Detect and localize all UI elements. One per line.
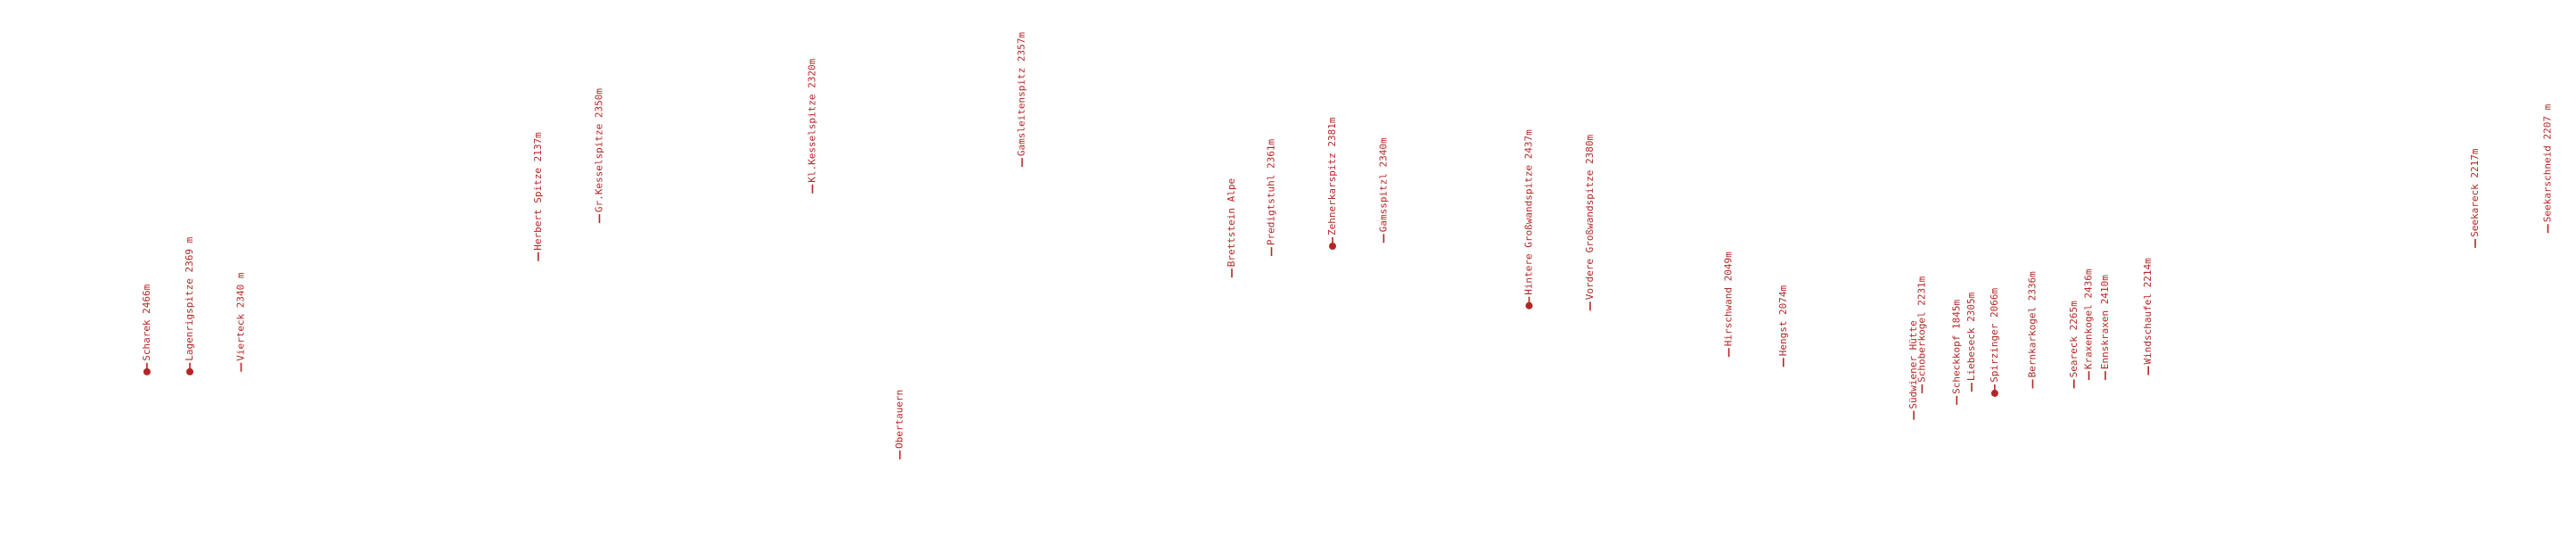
- peak-label: Spirzinger 2066m: [1989, 288, 2000, 397]
- peak-label: Lagenrigspitze 2369 m: [184, 236, 195, 376]
- peak-label: Herbert Spitze 2137m: [532, 132, 544, 261]
- peak-label: Bernkarkogel 2336m: [2027, 271, 2039, 389]
- peak-name: Scharek 2466m: [141, 284, 152, 360]
- peak-name: Spirzinger 2066m: [1989, 288, 2000, 383]
- peak-name: Gamsleitenspitz 2357m: [1016, 32, 1028, 156]
- peak-label: Schoberkogel 2231m: [1916, 276, 1927, 393]
- peak-label: Vierteck 2340 m: [235, 272, 247, 372]
- peak-name: Vordere Großwandspitze 2380m: [1584, 134, 1596, 300]
- peak-name: Hengst 2074m: [1777, 285, 1789, 356]
- peak-name: Seekareck 2217m: [2469, 148, 2481, 237]
- peak-name: Schoberkogel 2231m: [1916, 276, 1927, 383]
- peak-label: Gamsspitzl 2340m: [1377, 137, 1389, 243]
- peak-name: Seekarschneid 2207 m: [2542, 103, 2554, 222]
- peak-label: Obertauern: [894, 390, 906, 459]
- peak-label: Brettstein Alpe: [1226, 178, 1237, 278]
- peak-name: Gr.Kesselspitze 2350m: [594, 88, 605, 212]
- peak-name: Vierteck 2340 m: [235, 272, 247, 361]
- peak-name: Zehnerkarspitz 2381m: [1326, 117, 1338, 235]
- peak-name: Kl.Kesselspitze 2320m: [807, 58, 818, 182]
- peak-label: Predigtstuhl 2361m: [1266, 139, 1277, 257]
- peak-label: Windschaufel 2214m: [2142, 258, 2154, 376]
- peak-label: Liebeseck 2305m: [1965, 292, 1977, 392]
- peak-name: Predigtstuhl 2361m: [1266, 139, 1277, 246]
- peak-name: Kraxenkogel 2436m: [2083, 268, 2095, 369]
- peak-name: Seareck 2265m: [2068, 301, 2080, 377]
- peak-name: Gamsspitzl 2340m: [1377, 137, 1389, 232]
- peak-label: Südwiener Hütte: [1907, 320, 1919, 420]
- peak-label: Gamsleitenspitz 2357m: [1016, 32, 1028, 168]
- peak-name: Hirschwand 2049m: [1723, 252, 1735, 346]
- peak-name: Südwiener Hütte: [1907, 320, 1919, 409]
- peak-label: Scheckkopf 1845m: [1950, 300, 1962, 405]
- peak-name: Obertauern: [894, 390, 906, 449]
- peak-label: Hengst 2074m: [1777, 285, 1789, 367]
- peak-label: Ennskraxen 2410m: [2099, 275, 2111, 381]
- peak-name: Bernkarkogel 2336m: [2027, 271, 2039, 378]
- peak-label: Kl.Kesselspitze 2320m: [807, 58, 818, 194]
- peak-name: Ennskraxen 2410m: [2099, 275, 2111, 369]
- peak-label: Hintere Großwandspitze 2437m: [1523, 129, 1535, 310]
- peak-label: Kraxenkogel 2436m: [2083, 268, 2095, 381]
- peak-name: Lagenrigspitze 2369 m: [184, 236, 195, 360]
- peak-label: Zehnerkarspitz 2381m: [1326, 117, 1338, 250]
- peak-name: Brettstein Alpe: [1226, 178, 1237, 267]
- peak-label: Gr.Kesselspitze 2350m: [594, 88, 605, 224]
- peak-label: Seareck 2265m: [2068, 301, 2080, 389]
- peak-name: Windschaufel 2214m: [2142, 258, 2154, 365]
- peak-label: Seekareck 2217m: [2469, 148, 2481, 248]
- peak-label: Scharek 2466m: [141, 284, 152, 376]
- peak-name: Herbert Spitze 2137m: [532, 132, 544, 251]
- peak-label: Seekarschneid 2207 m: [2542, 103, 2554, 234]
- peak-label: Vordere Großwandspitze 2380m: [1584, 134, 1596, 311]
- peak-name: Hintere Großwandspitze 2437m: [1523, 129, 1535, 295]
- peak-name: Liebeseck 2305m: [1965, 292, 1977, 381]
- peak-name: Scheckkopf 1845m: [1950, 300, 1962, 394]
- peak-label: Hirschwand 2049m: [1723, 252, 1735, 358]
